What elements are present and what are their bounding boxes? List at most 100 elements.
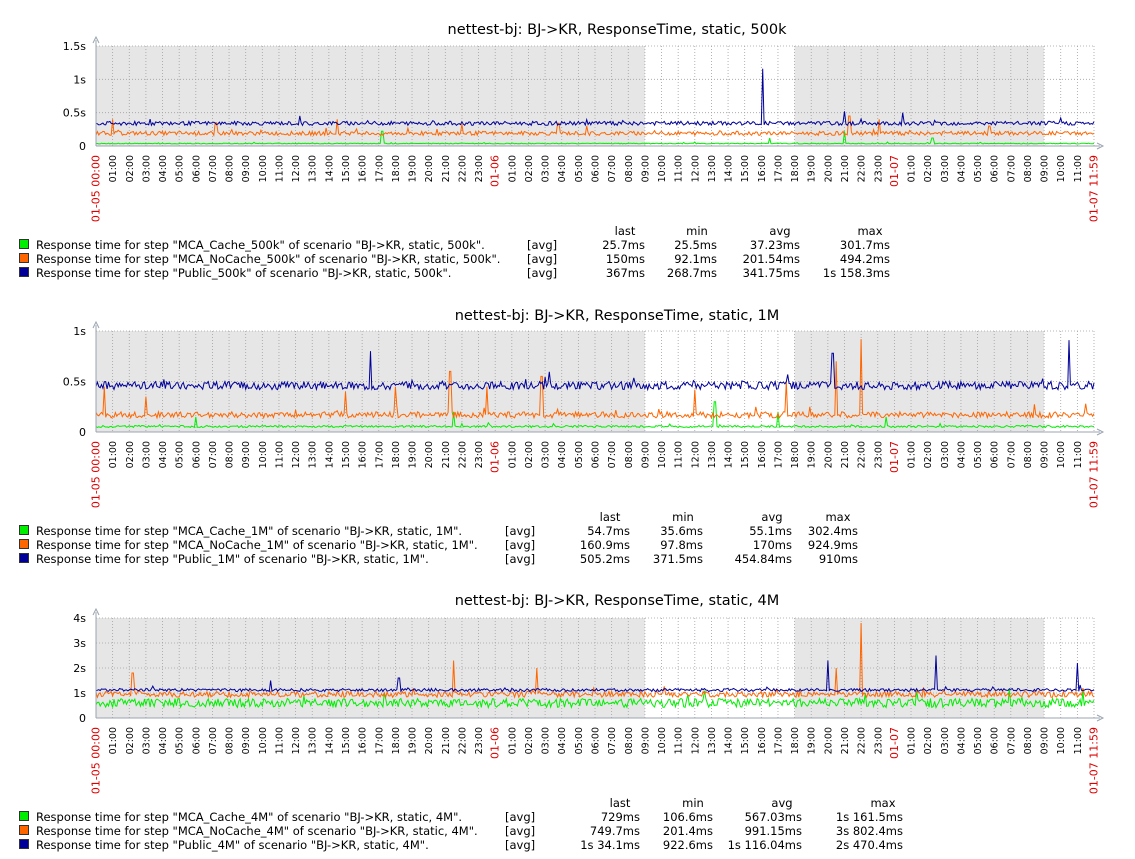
- legend-swatch: [19, 239, 29, 249]
- x-tick-label: 02:00: [923, 155, 934, 182]
- x-tick-label: 18:00: [790, 441, 801, 468]
- y-tick-label: 1s: [73, 687, 86, 700]
- x-tick-label: 15:00: [740, 155, 751, 182]
- x-tick-label: 04:00: [956, 155, 967, 182]
- legend-min: 371.5ms: [652, 552, 703, 566]
- x-tick-label: 04:00: [158, 441, 169, 468]
- x-tick-label: 04:00: [956, 441, 967, 468]
- x-tick-label: 11:00: [274, 155, 285, 182]
- x-tick-label: 03:00: [940, 155, 951, 182]
- y-tick-label: 1.5s: [63, 40, 86, 53]
- legend-last: 150ms: [605, 252, 645, 266]
- chart-title: nettest-bj: BJ->KR, ResponseTime, static…: [448, 22, 788, 38]
- legend-avg: 37.23ms: [749, 238, 800, 252]
- legend-last: 367ms: [605, 266, 645, 280]
- x-tick-label: 07:00: [1006, 727, 1017, 754]
- x-tick-label: 07:00: [607, 727, 618, 754]
- legend-label: Response time for step "MCA_NoCache_1M" …: [36, 538, 478, 552]
- x-tick-label: 17:00: [773, 727, 784, 754]
- x-tick-label: 14:00: [724, 727, 735, 754]
- legend-func: [avg]: [527, 238, 558, 252]
- x-tick-label: 09:00: [241, 155, 252, 182]
- legend-header-min: min: [672, 510, 694, 524]
- legend-label: Response time for step "MCA_Cache_500k" …: [36, 238, 485, 252]
- legend-header-last: last: [614, 224, 636, 238]
- x-tick-label: 10:00: [1056, 727, 1067, 754]
- y-tick-label: 0.5s: [63, 376, 86, 389]
- x-tick-label: 02:00: [125, 155, 136, 182]
- x-tick-label: 09:00: [640, 727, 651, 754]
- legend-avg: 1s 116.04ms: [727, 838, 802, 852]
- x-tick-label: 14:00: [724, 441, 735, 468]
- series-line: [95, 688, 1095, 710]
- x-tick-label: 12:00: [690, 727, 701, 754]
- x-tick-label: 22:00: [457, 155, 468, 182]
- x-tick-label: 23:00: [873, 441, 884, 468]
- x-tick-label: 07:00: [1006, 441, 1017, 468]
- chart-title: nettest-bj: BJ->KR, ResponseTime, static…: [455, 593, 780, 609]
- x-tick-label: 03:00: [541, 727, 552, 754]
- legend-last: 749.7ms: [589, 824, 640, 838]
- x-tick-label: 13:00: [707, 441, 718, 468]
- x-tick-label: 18:00: [391, 727, 402, 754]
- x-tick-label: 04:00: [158, 727, 169, 754]
- x-tick-label: 16:00: [358, 441, 369, 468]
- x-tick-label: 01-05 00:00: [90, 441, 103, 508]
- legend-func: [avg]: [505, 810, 536, 824]
- legend-header-avg: avg: [761, 510, 783, 524]
- x-tick-label: 01:00: [507, 441, 518, 468]
- x-tick-label: 22:00: [457, 441, 468, 468]
- legend-avg: 170ms: [752, 538, 792, 552]
- x-tick-label: 09:00: [640, 441, 651, 468]
- y-tick-label: 0: [79, 426, 86, 439]
- chart-title: nettest-bj: BJ->KR, ResponseTime, static…: [455, 308, 780, 324]
- x-tick-label: 01:00: [907, 155, 918, 182]
- x-tick-label: 07:00: [208, 441, 219, 468]
- x-tick-label: 14:00: [324, 727, 335, 754]
- x-tick-label: 10:00: [657, 727, 668, 754]
- x-tick-label: 20:00: [823, 155, 834, 182]
- x-tick-label: 01-07 11:59: [1088, 155, 1101, 222]
- legend-max: 301.7ms: [839, 238, 890, 252]
- legend-last: 25.7ms: [602, 238, 645, 252]
- series-line: [95, 339, 1095, 420]
- x-tick-label: 08:00: [1023, 727, 1034, 754]
- x-tick-label: 12:00: [291, 727, 302, 754]
- legend-func: [avg]: [505, 538, 536, 552]
- y-tick-label: 0: [79, 140, 86, 153]
- legend-func: [avg]: [527, 266, 558, 280]
- x-tick-label: 16:00: [358, 727, 369, 754]
- x-tick-label: 23:00: [474, 441, 485, 468]
- x-tick-label: 19:00: [807, 727, 818, 754]
- x-tick-label: 22:00: [857, 155, 868, 182]
- legend-max: 924.9ms: [807, 538, 858, 552]
- x-tick-label: 01:00: [907, 727, 918, 754]
- legend-last: 1s 34.1ms: [580, 838, 640, 852]
- x-tick-label: 10:00: [258, 441, 269, 468]
- x-tick-label: 22:00: [457, 727, 468, 754]
- x-tick-label: 16:00: [358, 155, 369, 182]
- x-tick-label: 19:00: [408, 155, 419, 182]
- series-line: [95, 340, 1095, 392]
- x-tick-label: 23:00: [474, 155, 485, 182]
- x-tick-label: 03:00: [141, 155, 152, 182]
- x-tick-label: 01-07: [888, 441, 901, 473]
- legend-last: 729ms: [600, 810, 640, 824]
- x-tick-label: 01:00: [108, 155, 119, 182]
- x-tick-label: 07:00: [208, 155, 219, 182]
- series-line: [95, 401, 1095, 429]
- x-tick-label: 13:00: [707, 727, 718, 754]
- x-tick-label: 07:00: [607, 441, 618, 468]
- x-tick-label: 19:00: [408, 727, 419, 754]
- x-tick-label: 15:00: [341, 441, 352, 468]
- legend-label: Response time for step "MCA_Cache_1M" of…: [36, 524, 463, 538]
- legend-header-max: max: [825, 510, 851, 524]
- x-tick-label: 12:00: [690, 441, 701, 468]
- y-tick-label: 4s: [73, 612, 86, 625]
- x-axis-arrow: [1096, 142, 1105, 150]
- chart-2: nettest-bj: BJ->KR, ResponseTime, static…: [73, 593, 1105, 794]
- shaded-period: [794, 618, 1045, 718]
- x-tick-label: 21:00: [441, 727, 452, 754]
- x-tick-label: 17:00: [374, 441, 385, 468]
- shaded-period: [96, 46, 645, 146]
